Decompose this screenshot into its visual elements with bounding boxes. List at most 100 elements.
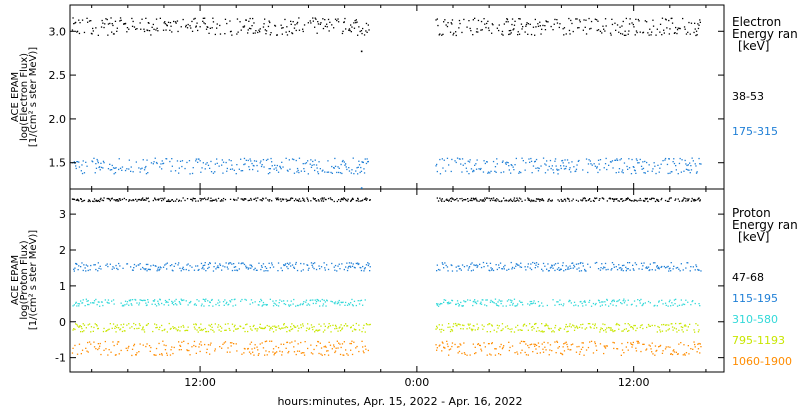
electron-point xyxy=(666,163,669,166)
proton-point xyxy=(82,200,84,202)
proton-point xyxy=(198,343,201,345)
proton-point xyxy=(78,326,81,328)
proton-point xyxy=(499,346,501,348)
proton-point xyxy=(209,301,211,303)
electron-point xyxy=(224,33,226,35)
electron-point xyxy=(439,158,441,161)
electron-point xyxy=(554,18,556,21)
proton-point xyxy=(124,304,126,306)
proton-point xyxy=(128,200,130,202)
proton-point xyxy=(181,341,183,343)
proton-point xyxy=(622,270,624,272)
proton-point xyxy=(639,197,641,200)
electron-point xyxy=(552,169,554,171)
proton-point xyxy=(215,303,217,306)
proton-point xyxy=(265,304,268,306)
proton-point xyxy=(656,198,658,201)
proton-point xyxy=(218,329,220,331)
proton-point xyxy=(214,348,216,350)
electron-point xyxy=(491,23,493,25)
proton-point xyxy=(314,299,316,301)
electron-point xyxy=(601,32,603,34)
electron-point xyxy=(135,28,137,30)
proton-point xyxy=(599,329,602,331)
proton-point xyxy=(210,342,212,344)
proton-point xyxy=(322,303,325,305)
proton-point xyxy=(200,200,202,202)
electron-point xyxy=(205,163,207,165)
proton-point xyxy=(691,197,693,200)
proton-point xyxy=(674,199,676,201)
electron-point xyxy=(634,170,636,172)
proton-point xyxy=(147,301,149,303)
proton-point xyxy=(265,340,268,342)
proton-point xyxy=(497,301,499,303)
proton-point xyxy=(493,329,495,331)
electron-point xyxy=(102,22,104,24)
proton-point xyxy=(508,268,510,270)
proton-point xyxy=(334,328,336,330)
electron-point xyxy=(635,172,637,174)
proton-point xyxy=(369,270,371,272)
electron-point xyxy=(621,171,623,173)
proton-point xyxy=(190,300,192,303)
electron-point xyxy=(111,23,113,25)
proton-point xyxy=(467,299,469,301)
proton-point xyxy=(352,305,354,307)
electron-point xyxy=(554,158,557,160)
proton-point xyxy=(625,346,627,348)
proton-point xyxy=(518,300,521,302)
proton-point xyxy=(359,300,361,302)
proton-point xyxy=(463,300,465,302)
proton-point xyxy=(521,329,523,331)
electron-point xyxy=(593,163,595,165)
electron-point xyxy=(575,18,577,20)
proton-point xyxy=(315,302,317,305)
proton-point xyxy=(509,304,511,306)
electron-point xyxy=(112,167,115,169)
proton-point xyxy=(81,200,83,203)
proton-point xyxy=(651,197,653,199)
electron-point xyxy=(614,22,616,24)
electron-point xyxy=(99,169,101,171)
electron-point xyxy=(453,32,455,34)
proton-ylabel-line-1: ACE EPAM xyxy=(10,255,21,305)
electron-point xyxy=(687,164,689,166)
proton-point xyxy=(123,305,125,307)
electron-point xyxy=(298,17,300,19)
proton-point xyxy=(237,327,239,330)
electron-point xyxy=(236,33,238,35)
proton-point xyxy=(221,269,223,271)
proton-point xyxy=(698,197,700,199)
proton-point xyxy=(111,268,113,270)
electron-point xyxy=(615,159,617,161)
proton-point xyxy=(265,270,267,272)
proton-point xyxy=(191,198,193,201)
electron-point xyxy=(603,167,605,169)
proton-point xyxy=(147,268,149,270)
proton-point xyxy=(617,200,619,202)
proton-point xyxy=(618,328,620,330)
proton-point xyxy=(678,329,680,331)
proton-point xyxy=(261,200,263,202)
electron-point xyxy=(76,31,78,33)
proton-point xyxy=(116,199,118,201)
proton-point xyxy=(545,349,547,351)
proton-point xyxy=(443,301,445,303)
proton-point xyxy=(238,262,240,264)
electron-point xyxy=(460,163,462,165)
electron-point xyxy=(587,163,590,165)
proton-point xyxy=(511,300,513,302)
proton-point xyxy=(85,270,87,272)
proton-point xyxy=(442,263,444,265)
proton-point xyxy=(284,264,286,266)
proton-series-3 xyxy=(72,298,701,307)
proton-point xyxy=(491,325,493,327)
proton-point xyxy=(171,264,173,266)
electron-point xyxy=(588,17,590,20)
proton-point xyxy=(663,323,665,326)
electron-point xyxy=(360,30,363,32)
proton-point xyxy=(585,349,588,351)
proton-point xyxy=(310,344,312,346)
proton-point xyxy=(223,342,225,344)
